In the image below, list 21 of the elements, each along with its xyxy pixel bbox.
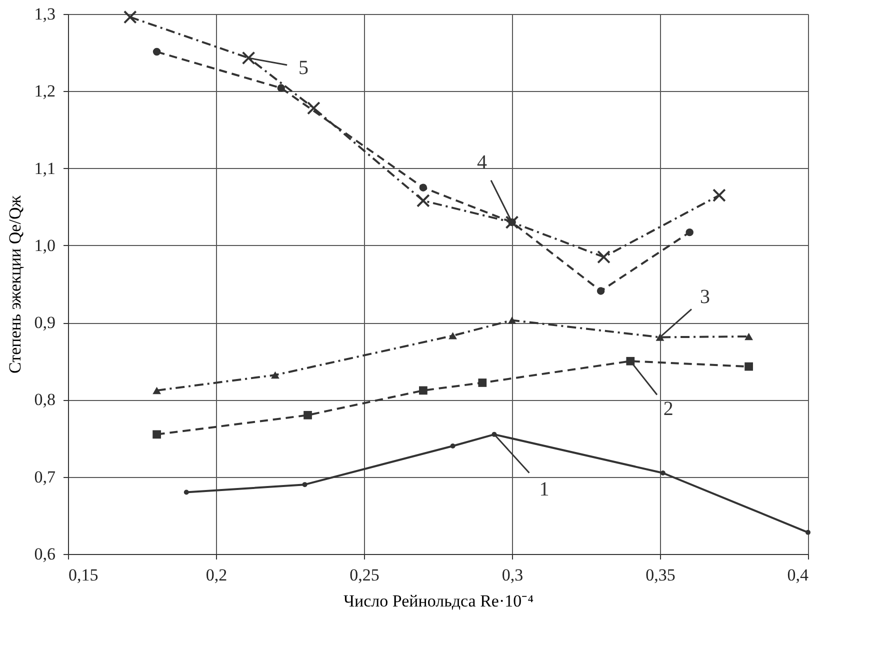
- series-label: 2: [663, 398, 674, 420]
- legend-label: 5: [298, 56, 309, 79]
- y-tick-label: 1,2: [34, 82, 56, 101]
- y-tick-label: 1,3: [34, 4, 56, 24]
- y-tick-label: 0,7: [34, 467, 56, 486]
- series-label: 1: [539, 478, 550, 500]
- x-tick-label: 0,35: [646, 566, 676, 584]
- y-tick-label: 0,9: [34, 313, 56, 332]
- x-tick-label: 0,3: [502, 566, 524, 584]
- y-tick-label: 0,8: [34, 390, 56, 410]
- x-tick-label: 0,25: [350, 566, 380, 584]
- y-tick-label: 1,0: [34, 236, 56, 255]
- y-tick-label: 0,6: [34, 544, 56, 564]
- series-label: 3: [700, 286, 710, 308]
- x-tick-label: 0,2: [206, 566, 228, 584]
- x-tick-label: 0,15: [68, 566, 98, 584]
- series-label: 4: [477, 151, 487, 174]
- x-tick-label: 0,4: [787, 566, 809, 584]
- y-axis-title: Степень эжекции Qe/Qж: [5, 195, 24, 374]
- y-tick-label: 1,1: [34, 158, 56, 178]
- x-axis-title: Число Рейнольдса Re·10⁻⁴: [343, 592, 534, 610]
